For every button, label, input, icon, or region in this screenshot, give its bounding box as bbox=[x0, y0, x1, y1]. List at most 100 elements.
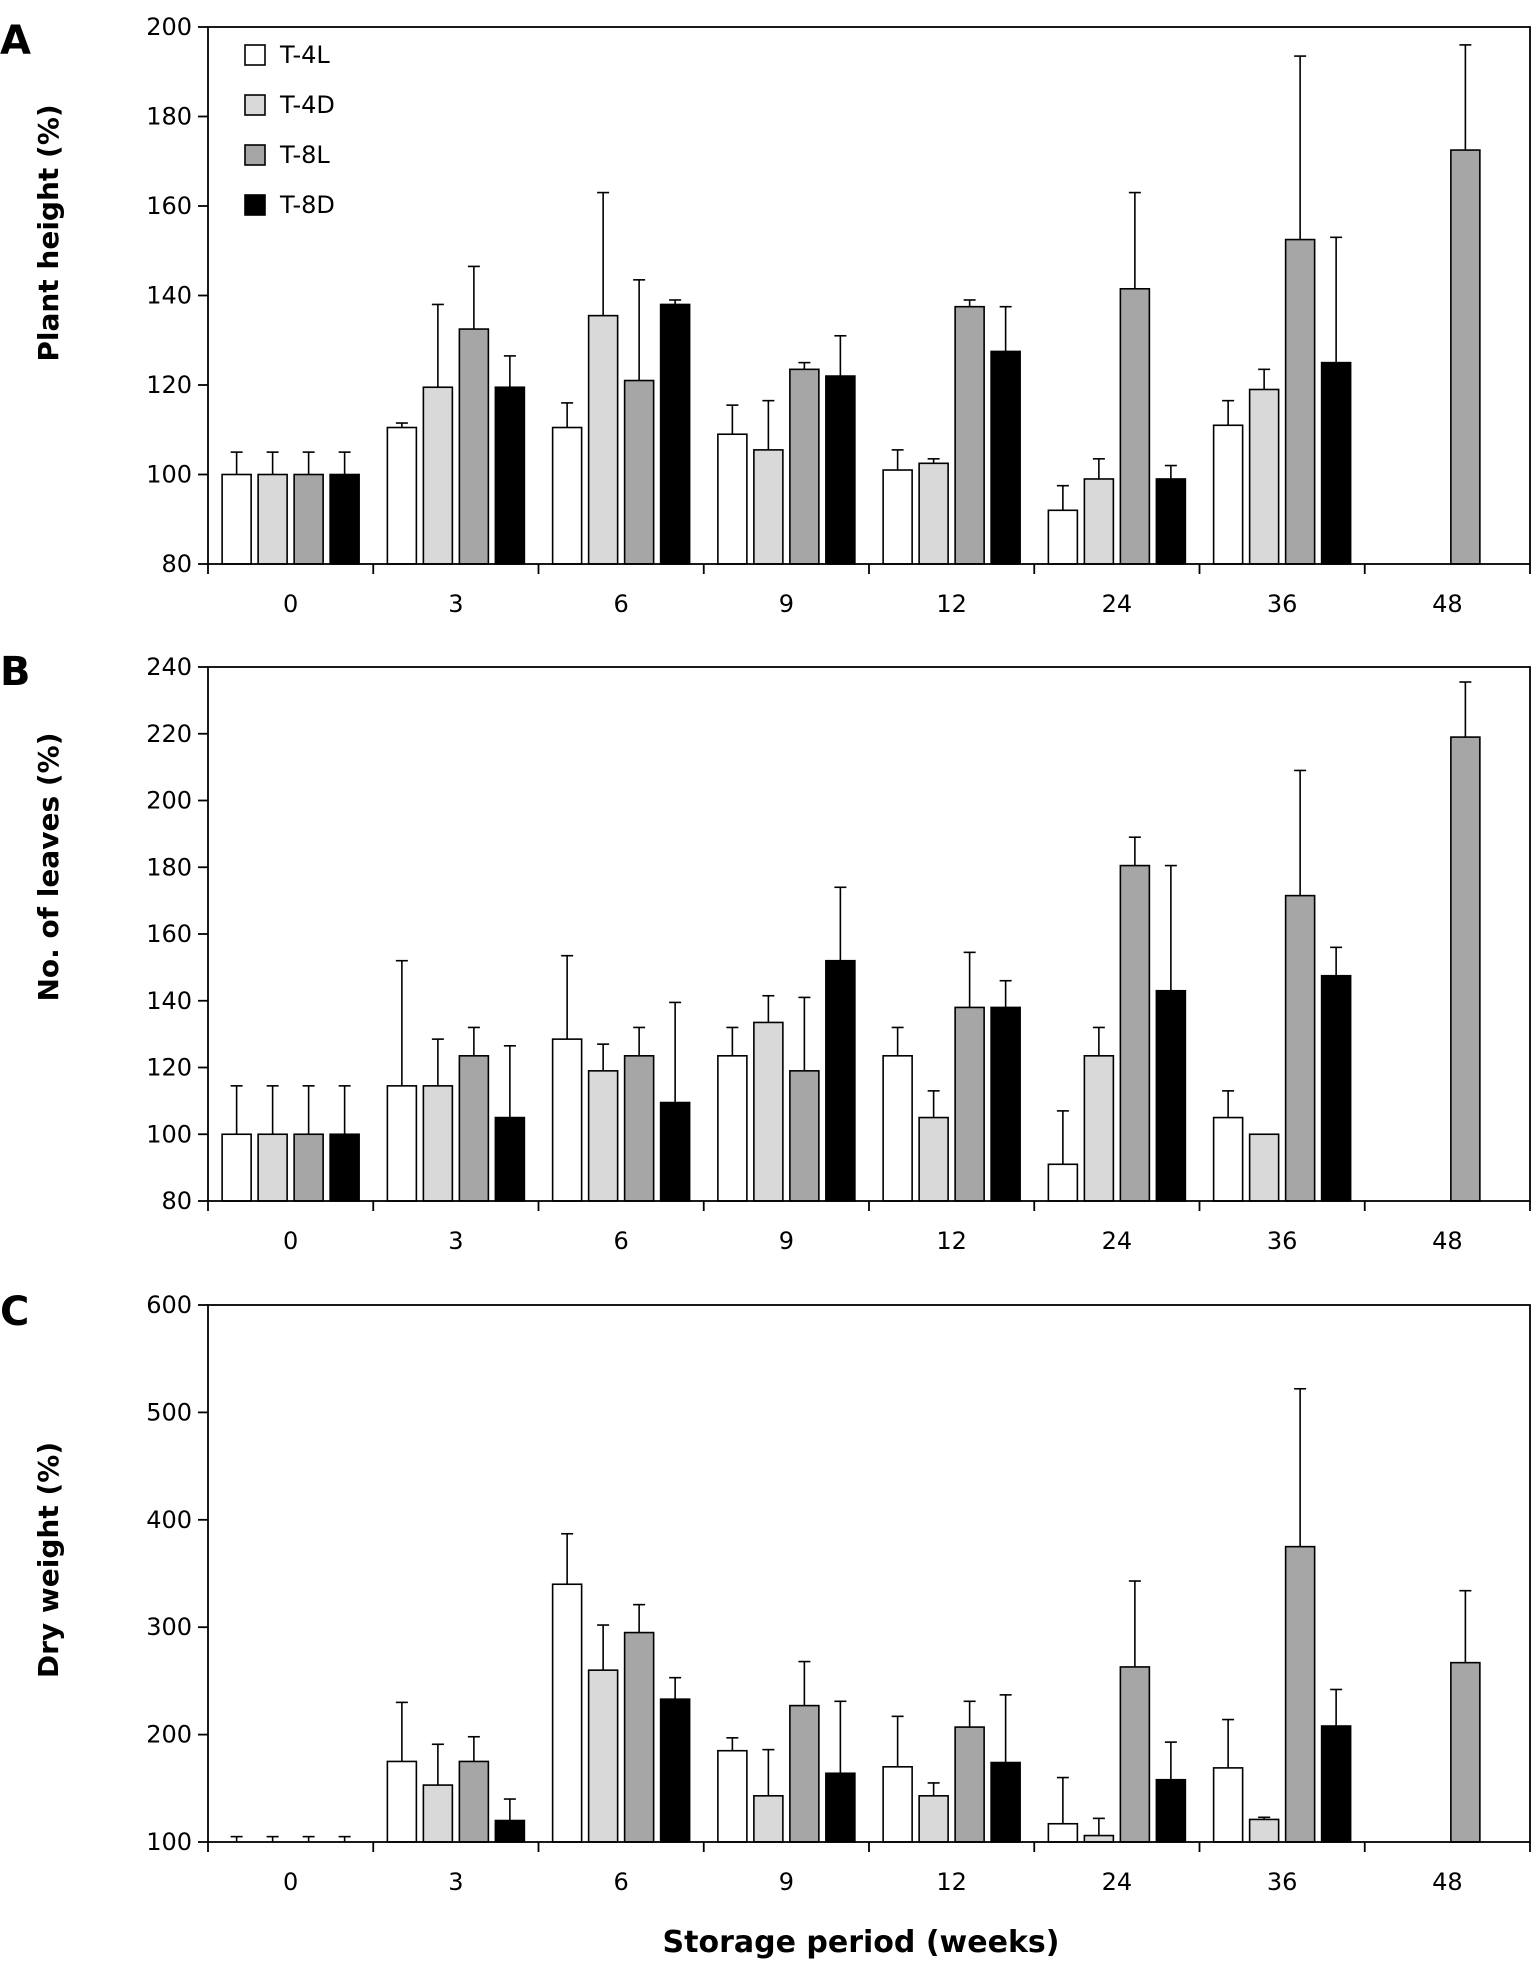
error-bar-t-8d-week-3 bbox=[503, 1798, 516, 1821]
error-bar-t-8l-week-36 bbox=[1294, 55, 1307, 240]
error-bar-t-4d-week-6 bbox=[597, 1624, 610, 1671]
error-bar-t-4l-week-6 bbox=[561, 402, 574, 428]
bar-t-4d-week-24 bbox=[1083, 1055, 1115, 1202]
error-bar-t-4d-week-3 bbox=[431, 1038, 444, 1086]
bar-t-8d-week-9 bbox=[825, 375, 856, 565]
y-tick-label: 120 bbox=[146, 371, 192, 399]
error-bar-t-8d-week-3 bbox=[503, 1045, 516, 1118]
x-tick-label: 48 bbox=[1432, 1227, 1463, 1255]
y-tick-label: 160 bbox=[146, 192, 192, 220]
bar-t-4d-week-36 bbox=[1248, 1818, 1280, 1843]
legend-item-t-8d: T-8D bbox=[244, 191, 335, 219]
bar-t-4d-week-6 bbox=[587, 1070, 619, 1202]
error-bar-t-8d-week-24 bbox=[1164, 1741, 1177, 1780]
error-bar-t-8l-week-24 bbox=[1128, 1580, 1141, 1667]
error-bar-t-4l-week-0 bbox=[230, 451, 243, 475]
error-bar-t-4d-week-12 bbox=[927, 1090, 940, 1118]
bar-t-8l-week-0 bbox=[293, 1133, 324, 1202]
panel-a: A Plant height (%) 80 100 120 140 160 180 200 0… bbox=[0, 13, 1531, 618]
x-tick-label: 48 bbox=[1432, 590, 1463, 618]
y-tick-label: 160 bbox=[146, 920, 192, 948]
bar-t-4l-week-6 bbox=[551, 426, 583, 565]
bar-t-4l-week-36 bbox=[1212, 424, 1244, 565]
bar-t-8l-week-12 bbox=[954, 1726, 985, 1843]
bar-t-8l-week-24 bbox=[1119, 1666, 1151, 1843]
bar-t-8d-week-36 bbox=[1320, 974, 1352, 1202]
error-bar-t-4d-week-3 bbox=[431, 1743, 444, 1786]
error-bar-t-4d-week-9 bbox=[762, 1748, 775, 1796]
x-tick-label: 36 bbox=[1267, 590, 1298, 618]
bar-t-4l-week-0 bbox=[221, 1133, 252, 1202]
bar-t-4d-week-3 bbox=[422, 386, 454, 565]
y-tick-label: 180 bbox=[146, 853, 192, 881]
bar-t-4l-week-24 bbox=[1047, 1822, 1079, 1843]
error-bar-t-4d-week-0 bbox=[266, 451, 279, 475]
error-bar-t-4l-week-3 bbox=[395, 422, 408, 428]
bar-t-4d-week-9 bbox=[753, 1021, 784, 1202]
x-tick-label: 12 bbox=[936, 1227, 967, 1255]
panel-label-a: A bbox=[0, 18, 31, 64]
legend-swatch bbox=[244, 94, 266, 116]
error-bar-t-4d-week-9 bbox=[762, 994, 775, 1023]
bar-t-8l-week-36 bbox=[1284, 1545, 1316, 1843]
legend-label: T-4D bbox=[279, 91, 335, 119]
bar-t-8d-week-12 bbox=[990, 1006, 1021, 1202]
legend-label: T-4L bbox=[279, 41, 330, 69]
x-axis-label: Storage period (weeks) bbox=[663, 1925, 1060, 1960]
bar-t-4d-week-9 bbox=[753, 449, 784, 565]
legend-label: T-8L bbox=[279, 141, 330, 169]
bar-t-8l-week-6 bbox=[623, 1631, 655, 1843]
error-bar-t-8l-week-3 bbox=[467, 1735, 480, 1762]
bar-t-4l-week-3 bbox=[386, 1085, 418, 1202]
y-axis-label-a: Plant height (%) bbox=[32, 104, 65, 361]
error-bar-t-8d-week-6 bbox=[669, 1001, 682, 1103]
error-bar-t-8l-week-3 bbox=[467, 1026, 480, 1056]
x-tick-label: 48 bbox=[1432, 1868, 1463, 1896]
panel-label-c: C bbox=[0, 1289, 29, 1335]
error-bar-t-8l-week-48 bbox=[1459, 44, 1472, 151]
x-tick-label: 24 bbox=[1102, 1868, 1133, 1896]
bar-t-4l-week-9 bbox=[717, 1749, 748, 1843]
bar-t-4d-week-6 bbox=[587, 314, 619, 565]
error-bar-t-8d-week-9 bbox=[834, 886, 847, 961]
error-bar-t-8d-week-12 bbox=[999, 979, 1012, 1008]
error-bar-t-8l-week-48 bbox=[1459, 1589, 1472, 1663]
error-bar-t-4l-week-6 bbox=[561, 1532, 574, 1585]
legend-item-t-4d: T-4D bbox=[244, 91, 335, 119]
error-bar-t-8l-week-0 bbox=[302, 451, 315, 475]
bar-t-4l-week-0 bbox=[221, 473, 252, 565]
bar-t-4d-week-0 bbox=[257, 473, 288, 565]
y-axis-label-b: No. of leaves (%) bbox=[32, 732, 65, 1001]
bar-t-4d-week-12 bbox=[918, 462, 949, 565]
error-bar-t-4l-week-12 bbox=[891, 1715, 904, 1767]
error-bar-t-8l-week-36 bbox=[1294, 769, 1307, 896]
y-tick-label: 120 bbox=[146, 1054, 192, 1082]
error-bar-t-4d-week-3 bbox=[431, 303, 444, 388]
error-bar-t-8l-week-48 bbox=[1459, 681, 1472, 738]
error-bar-t-8l-week-24 bbox=[1128, 836, 1141, 866]
y-tick-label: 200 bbox=[146, 1721, 192, 1749]
error-bar-t-4d-week-6 bbox=[597, 191, 610, 316]
error-bar-t-4d-week-12 bbox=[927, 458, 940, 464]
bar-t-8l-week-48 bbox=[1450, 1661, 1481, 1843]
bar-t-4l-week-24 bbox=[1047, 1163, 1079, 1202]
bar-t-8l-week-9 bbox=[789, 1070, 820, 1202]
panel-b: B No. of leaves (%) 80100120140160180200… bbox=[0, 649, 1531, 1255]
bar-t-4l-week-12 bbox=[882, 1766, 913, 1843]
error-bar-t-4l-week-12 bbox=[891, 449, 904, 471]
legend-item-t-4l: T-4L bbox=[244, 41, 330, 69]
bar-t-8d-week-9 bbox=[825, 959, 856, 1202]
error-bar-t-8l-week-12 bbox=[963, 951, 976, 1008]
bar-t-4l-week-9 bbox=[717, 1055, 748, 1202]
error-bar-t-4l-week-9 bbox=[726, 1026, 739, 1056]
bar-t-8d-week-24 bbox=[1155, 478, 1187, 565]
bar-t-8l-week-3 bbox=[458, 328, 490, 565]
panel-label-b: B bbox=[0, 649, 31, 695]
error-bar-t-4l-week-9 bbox=[726, 404, 739, 435]
error-bar-t-4l-week-36 bbox=[1222, 1718, 1235, 1768]
bar-t-8d-week-6 bbox=[659, 1698, 691, 1843]
error-bar-t-4l-week-3 bbox=[395, 1701, 408, 1762]
